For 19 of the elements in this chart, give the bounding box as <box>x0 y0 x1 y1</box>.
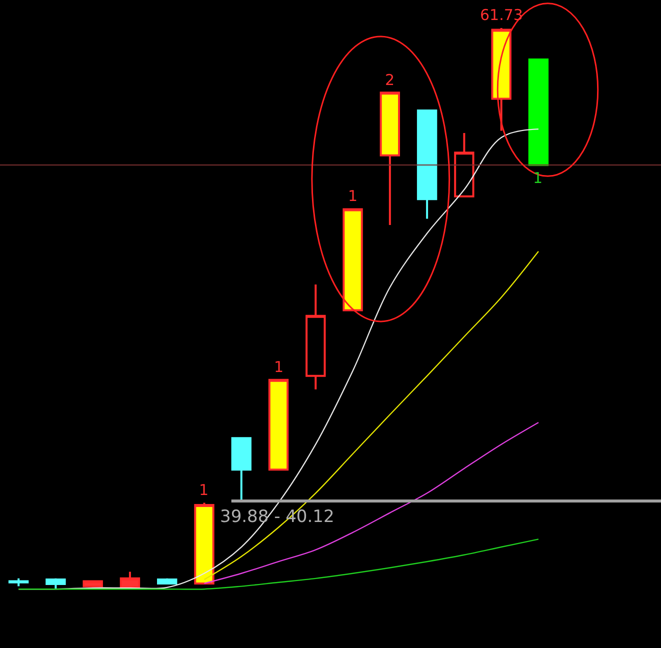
text: 1 <box>274 358 284 376</box>
candlestick <box>194 502 214 584</box>
text: 1 <box>533 169 543 187</box>
candlestick <box>416 110 438 220</box>
text: 61.73 <box>480 6 523 24</box>
text: 1 <box>348 187 358 205</box>
candlestick <box>8 577 29 588</box>
candlestick <box>46 577 66 590</box>
candlestick <box>528 58 549 166</box>
text: 2 <box>385 71 395 89</box>
annotation: 39.88 - 40.12 <box>220 507 334 527</box>
candlestick <box>380 92 400 226</box>
candlestick <box>82 580 103 588</box>
candlestick <box>454 132 474 198</box>
candlestick <box>306 283 326 390</box>
candlestick <box>231 437 252 501</box>
text: 1 <box>199 481 209 499</box>
candlestick <box>342 208 363 312</box>
candlestick <box>268 378 289 471</box>
